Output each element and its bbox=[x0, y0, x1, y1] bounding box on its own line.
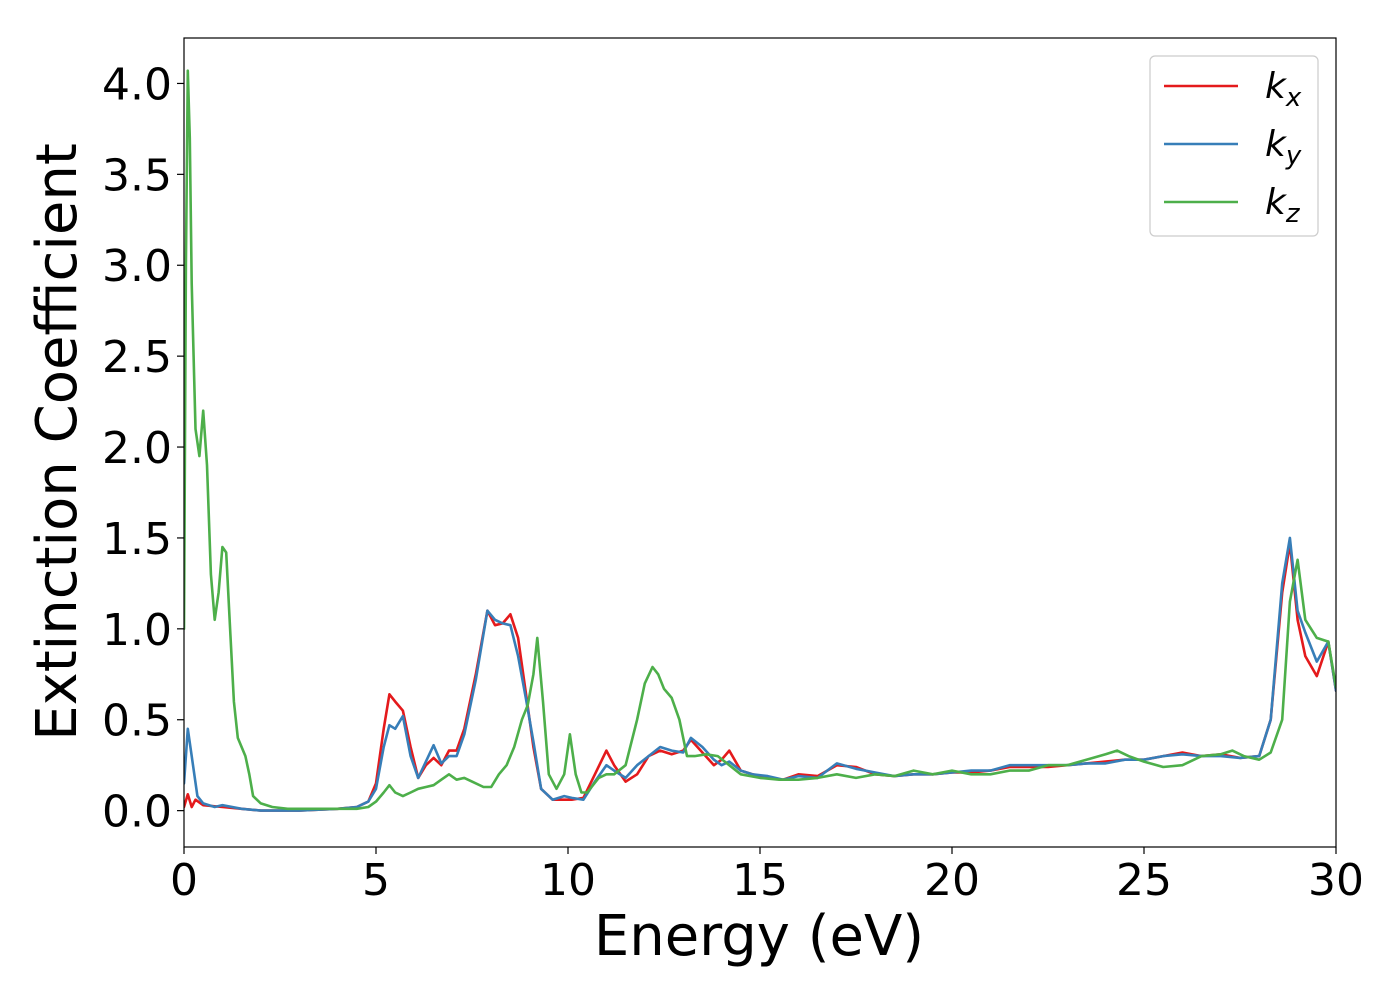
y-tick-label: 0.0 bbox=[102, 787, 172, 838]
x-tick-label: 5 bbox=[362, 855, 390, 906]
series-line-kx bbox=[184, 542, 1336, 812]
x-tick-label: 10 bbox=[540, 855, 596, 906]
y-tick-label: 4.0 bbox=[102, 59, 172, 110]
y-tick-label: 3.0 bbox=[102, 241, 172, 292]
x-tick-label: 15 bbox=[732, 855, 788, 906]
y-tick-label: 1.5 bbox=[102, 514, 172, 565]
ticks-layer: 0 5 10 15 20 25 30 0.0 0.5 1.0 1.5 2.0 2.5 3.0 3.5 4.0 bbox=[102, 59, 1364, 906]
legend-label-ky: ky bbox=[1265, 124, 1302, 171]
series-line-kz bbox=[184, 69, 1336, 811]
legend-box bbox=[1149, 55, 1319, 237]
series-line-ky bbox=[184, 536, 1336, 812]
x-tick-label: 25 bbox=[1116, 855, 1172, 906]
y-axis-title: Extinction Coefficient bbox=[25, 143, 90, 741]
y-tick-label: 2.0 bbox=[102, 423, 172, 474]
y-tick-label: 2.5 bbox=[102, 332, 172, 383]
series-layer bbox=[184, 69, 1336, 812]
x-tick-label: 20 bbox=[924, 855, 980, 906]
x-axis-title: Energy (eV) bbox=[594, 904, 924, 969]
y-tick-label: 1.0 bbox=[102, 605, 172, 656]
x-tick-label: 30 bbox=[1308, 855, 1364, 906]
x-tick-label: 0 bbox=[170, 855, 198, 906]
y-tick-label: 0.5 bbox=[102, 696, 172, 747]
y-tick-label: 3.5 bbox=[102, 150, 172, 201]
